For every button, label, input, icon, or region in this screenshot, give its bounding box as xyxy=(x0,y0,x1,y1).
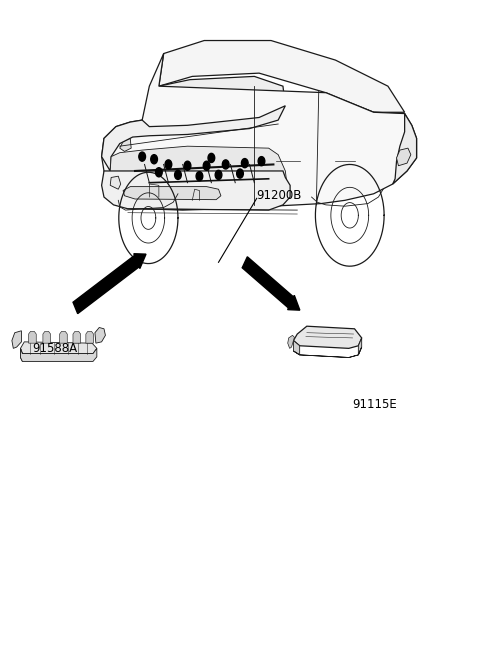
Polygon shape xyxy=(73,331,81,343)
Circle shape xyxy=(241,159,248,168)
FancyArrow shape xyxy=(73,253,146,314)
Polygon shape xyxy=(121,176,140,193)
Polygon shape xyxy=(393,113,417,184)
Polygon shape xyxy=(21,348,97,362)
Polygon shape xyxy=(60,331,67,343)
Polygon shape xyxy=(102,105,285,171)
Polygon shape xyxy=(29,331,36,343)
Polygon shape xyxy=(110,176,120,189)
Circle shape xyxy=(184,161,191,170)
Circle shape xyxy=(196,172,203,181)
Polygon shape xyxy=(293,347,362,358)
Polygon shape xyxy=(396,148,411,166)
Text: 91200B: 91200B xyxy=(257,189,302,202)
Polygon shape xyxy=(12,331,22,348)
Circle shape xyxy=(203,161,210,170)
Circle shape xyxy=(222,160,229,169)
Polygon shape xyxy=(114,184,129,197)
Circle shape xyxy=(215,170,222,179)
Polygon shape xyxy=(102,171,290,210)
Polygon shape xyxy=(95,328,106,343)
Polygon shape xyxy=(123,187,221,200)
Polygon shape xyxy=(326,94,405,135)
Circle shape xyxy=(175,170,181,179)
Polygon shape xyxy=(293,341,300,355)
Polygon shape xyxy=(142,77,285,126)
Polygon shape xyxy=(110,146,288,204)
Polygon shape xyxy=(102,54,417,210)
Polygon shape xyxy=(359,338,362,355)
Polygon shape xyxy=(120,138,131,151)
Polygon shape xyxy=(21,342,97,354)
Circle shape xyxy=(139,152,145,161)
Circle shape xyxy=(156,168,162,177)
Circle shape xyxy=(208,153,215,162)
Polygon shape xyxy=(293,326,362,348)
Circle shape xyxy=(151,155,157,164)
Circle shape xyxy=(237,169,243,178)
Polygon shape xyxy=(43,331,50,343)
Circle shape xyxy=(165,160,172,169)
Text: 91115E: 91115E xyxy=(352,398,397,411)
Polygon shape xyxy=(288,335,294,348)
Polygon shape xyxy=(86,331,94,343)
FancyArrow shape xyxy=(242,257,300,310)
Circle shape xyxy=(258,157,265,166)
Polygon shape xyxy=(21,348,23,362)
Polygon shape xyxy=(159,41,405,112)
Text: 91588A: 91588A xyxy=(33,342,78,355)
